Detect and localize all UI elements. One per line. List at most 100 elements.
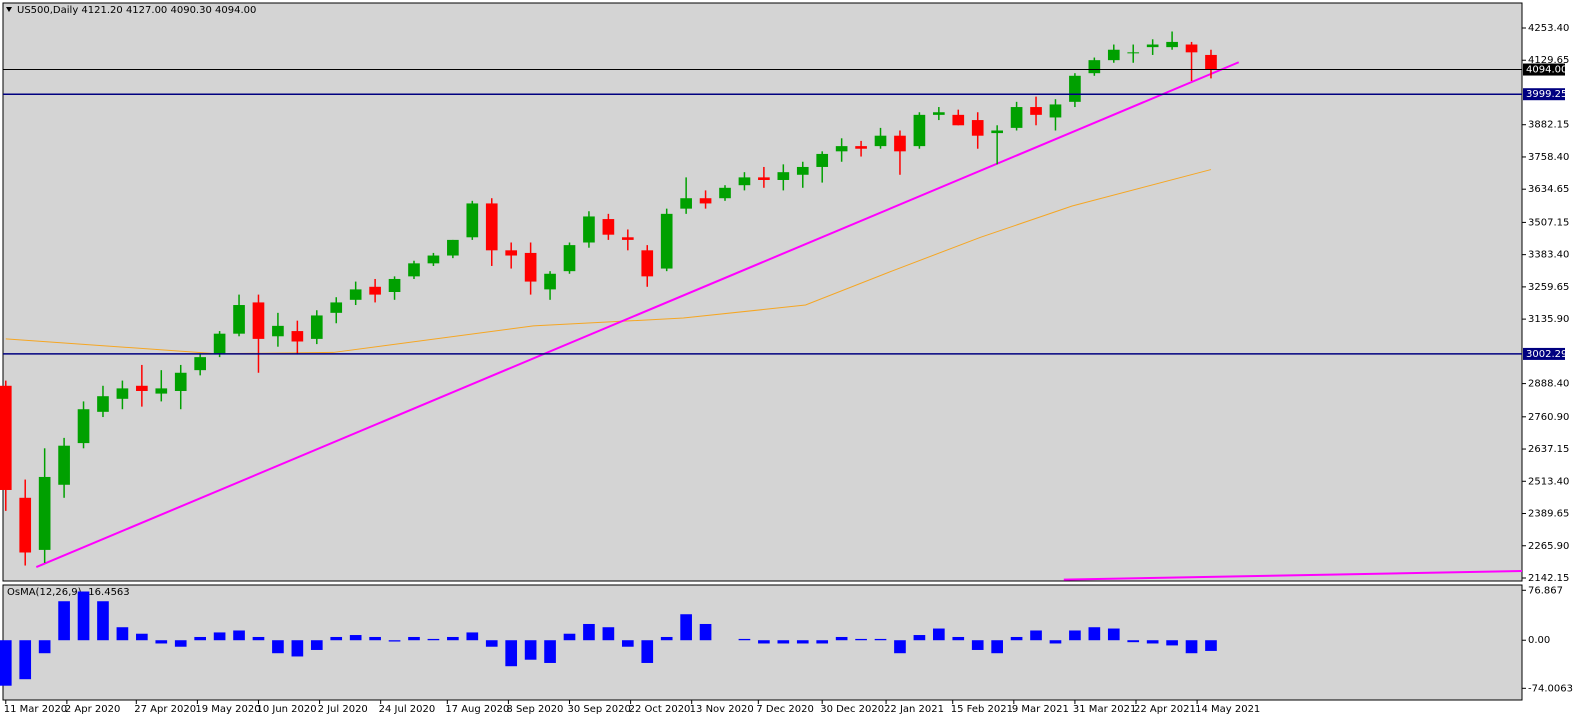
candle-body <box>1030 107 1042 115</box>
price-level-box <box>1523 347 1565 360</box>
candle-body <box>77 409 90 444</box>
osma-bar <box>602 627 615 641</box>
candle-body <box>952 114 965 126</box>
candle-body <box>505 250 518 256</box>
y-tick-label: 4129.65 <box>1528 55 1569 66</box>
osma-bar <box>291 640 304 657</box>
x-tick-label: 11 Mar 2020 <box>4 704 67 715</box>
osma-bar <box>874 638 887 641</box>
osma-bar <box>233 630 245 641</box>
osma-bar <box>1107 628 1120 641</box>
osma-bar <box>1205 640 1217 651</box>
x-tick-label: 22 Jan 2021 <box>884 704 944 715</box>
x-tick-label: 14 May 2021 <box>1195 704 1260 715</box>
osma-bar <box>855 638 867 641</box>
candle-body <box>1127 52 1140 54</box>
osma-bar <box>583 623 595 641</box>
candle-body <box>1088 60 1101 74</box>
candle-body <box>0 385 12 490</box>
candle-body <box>1185 44 1198 53</box>
x-tick-label: 27 Apr 2020 <box>134 704 196 715</box>
candle-body <box>1166 41 1178 48</box>
moving-average <box>5 169 1212 355</box>
candle-body <box>97 396 109 412</box>
osma-bar <box>1069 630 1081 641</box>
candle-body <box>1049 104 1062 118</box>
osma-bar <box>913 635 926 641</box>
y-tick-label: 3882.15 <box>1528 120 1569 131</box>
osma-bar <box>641 640 654 663</box>
candle-body <box>427 255 440 264</box>
osma-bar <box>0 640 12 686</box>
osma-bar <box>680 614 692 641</box>
trend-line <box>35 61 1240 569</box>
indicator-title: OsMA(12,26,9) -16.4563 <box>7 587 130 598</box>
x-tick-label: 22 Apr 2021 <box>1134 704 1196 715</box>
candle-body <box>447 239 459 256</box>
osma-bar <box>738 638 751 641</box>
candle-body <box>388 278 401 292</box>
candle-body <box>38 476 51 550</box>
osma-bar <box>252 636 265 641</box>
x-tick-label: 8 Sep 2020 <box>506 704 563 715</box>
candle-body <box>19 497 32 553</box>
main-plot <box>2 2 1523 582</box>
y-tick-label: 2637.15 <box>1528 444 1569 455</box>
y-tick-label: 4253.40 <box>1528 23 1569 34</box>
candle-body <box>213 333 226 355</box>
osma-bar <box>310 640 323 650</box>
candle-body <box>1205 54 1217 70</box>
candle-body <box>252 302 265 339</box>
candle-body <box>194 357 206 371</box>
x-tick-label: 19 May 2020 <box>195 704 260 715</box>
osma-bar <box>1146 640 1159 644</box>
candle-body <box>408 263 420 277</box>
y-tick-label: 2142.15 <box>1528 573 1569 584</box>
x-tick-label: 30 Dec 2020 <box>820 704 884 715</box>
osma-bar <box>505 640 518 667</box>
candle-body <box>1107 49 1120 61</box>
osma-bar <box>272 640 284 654</box>
candle-body <box>680 198 692 209</box>
candle-body <box>602 219 615 235</box>
candle-body <box>796 166 809 175</box>
osma-bar <box>466 632 479 641</box>
candle-body <box>291 331 304 342</box>
y-tick-label: 2389.65 <box>1528 509 1569 520</box>
osma-bar <box>194 636 206 641</box>
candle-body <box>563 245 576 272</box>
osma-bar <box>563 633 576 641</box>
y-tick-label: 2265.90 <box>1528 541 1569 552</box>
x-tick-label: 10 Jun 2020 <box>256 704 316 715</box>
menu-arrow[interactable] <box>6 7 12 12</box>
candle-body <box>894 135 906 152</box>
candle-body <box>874 135 887 147</box>
y-tick-label: 2888.40 <box>1528 379 1569 390</box>
candle-body <box>641 250 654 277</box>
candle-body <box>777 172 790 180</box>
osma-bar <box>485 640 498 647</box>
osma-bar <box>952 636 965 641</box>
y-tick-label: 76.867 <box>1528 585 1563 596</box>
candle-body <box>58 445 70 485</box>
candle-body <box>816 153 829 167</box>
osma-bar <box>894 640 906 654</box>
osma-bar <box>971 640 984 650</box>
osma-bar <box>758 640 770 644</box>
x-tick-label: 15 Feb 2021 <box>951 704 1013 715</box>
y-tick-label: 2513.40 <box>1528 476 1569 487</box>
osma-bar <box>1088 627 1101 641</box>
osma-bar <box>369 636 381 641</box>
osma-bar <box>19 640 32 680</box>
y-tick-label: 3259.65 <box>1528 282 1569 293</box>
candle-body <box>330 302 343 313</box>
candle-body <box>913 114 926 147</box>
osma-bar <box>38 640 51 654</box>
candle-body <box>719 187 731 199</box>
y-tick-label: 3135.90 <box>1528 314 1569 325</box>
osma-bar <box>660 636 673 641</box>
osma-bar <box>544 640 556 663</box>
y-tick-label: -74.0063 <box>1528 683 1573 694</box>
x-tick-label: 2 Jul 2020 <box>318 704 368 715</box>
